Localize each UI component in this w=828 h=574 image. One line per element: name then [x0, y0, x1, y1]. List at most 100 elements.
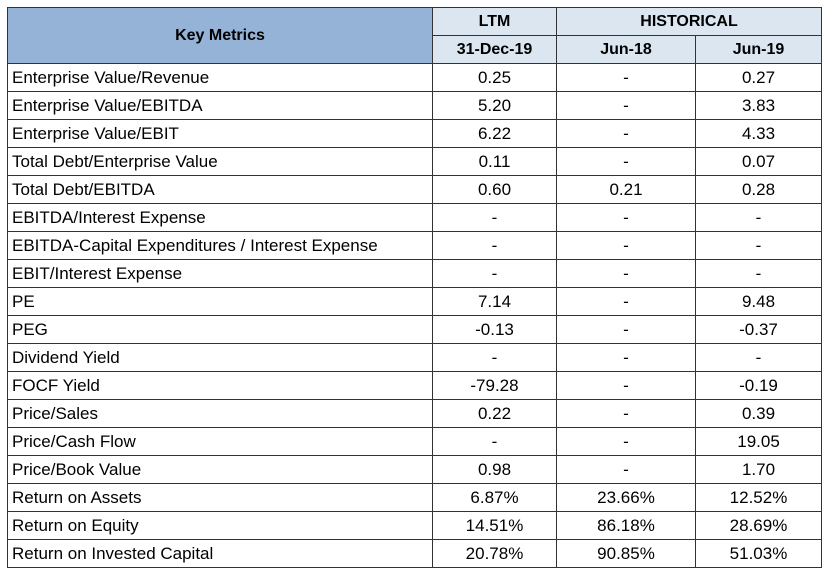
metric-value-jun-18: - [556, 63, 696, 92]
metric-value-ltm: 0.60 [432, 175, 557, 204]
table-row: Enterprise Value/EBIT 6.22-4.33 [7, 119, 823, 148]
ltm-header: LTM [432, 7, 557, 36]
table-row: FOCF Yield -79.28- -0.19 [7, 371, 823, 400]
metric-value-ltm: 14.51% [432, 511, 557, 540]
metric-value-jun-19: 4.33 [694, 119, 823, 148]
table-row: Total Debt/EBITDA 0.60 0.21 0.28 [7, 175, 823, 204]
metric-value-ltm: 6.87% [432, 483, 557, 512]
date-header-jun-19: Jun-19 [694, 35, 823, 64]
metric-value-jun-19: - [694, 259, 823, 288]
metric-label: Total Debt/Enterprise Value [7, 147, 433, 176]
metric-value-jun-18: 0.21 [556, 175, 696, 204]
metric-value-jun-19: - [694, 343, 823, 372]
table-row: EBITDA/Interest Expense - - - [7, 203, 823, 232]
metric-label: PE [7, 287, 433, 316]
metric-value-ltm: 0.11 [432, 147, 557, 176]
table-row: PEG -0.13- -0.37 [7, 315, 823, 344]
table-row: Price/Cash Flow - -19.05 [7, 427, 823, 456]
table-body: Enterprise Value/Revenue 0.25-0.27 Enterpr… [7, 63, 823, 568]
historical-header: HISTORICAL [555, 7, 823, 36]
date-header-jun-18: Jun-18 [556, 35, 696, 64]
metric-label: Return on Equity [7, 511, 433, 540]
metric-label: EBITDA-Capital Expenditures / Interest E… [7, 231, 433, 260]
metric-value-jun-18: - [556, 119, 696, 148]
metric-value-ltm: - [432, 231, 557, 260]
metric-value-jun-19: 0.07 [694, 147, 823, 176]
metric-value-jun-18: 90.85% [556, 539, 696, 568]
metric-value-ltm: 20.78% [432, 539, 557, 568]
metric-value-jun-19: 0.39 [694, 399, 823, 428]
metric-label: FOCF Yield [7, 371, 433, 400]
metric-value-jun-18: - [556, 399, 696, 428]
metric-label: Price/Cash Flow [7, 427, 433, 456]
metric-value-ltm: 0.98 [432, 455, 557, 484]
metric-value-jun-18: - [556, 91, 696, 120]
metric-value-jun-19: - [694, 203, 823, 232]
key-metrics-header: Key Metrics [7, 7, 433, 64]
table-row: Dividend Yield - - - [7, 343, 823, 372]
table-row: Enterprise Value/Revenue 0.25-0.27 [7, 63, 823, 92]
metric-label: Enterprise Value/EBIT [7, 119, 433, 148]
table-row: Price/Book Value 0.98-1.70 [7, 455, 823, 484]
metric-label: Price/Book Value [7, 455, 433, 484]
metric-value-jun-18: - [556, 343, 696, 372]
metric-value-jun-19: 51.03% [694, 539, 823, 568]
metric-value-jun-19: 0.28 [694, 175, 823, 204]
metric-label: Total Debt/EBITDA [7, 175, 433, 204]
metric-value-jun-19: -0.37 [694, 315, 823, 344]
metric-value-jun-19: 9.48 [694, 287, 823, 316]
metric-value-jun-19: 3.83 [694, 91, 823, 120]
metric-label: Enterprise Value/Revenue [7, 63, 433, 92]
metric-value-ltm: - [432, 259, 557, 288]
metric-value-ltm: - [432, 203, 557, 232]
metric-label: Dividend Yield [7, 343, 433, 372]
metric-value-jun-18: - [556, 231, 696, 260]
metric-value-jun-18: 23.66% [556, 483, 696, 512]
metric-label: Enterprise Value/EBITDA [7, 91, 433, 120]
table-row: Return on Assets 6.87% 23.66% 12.52% [7, 483, 823, 512]
metric-label: Return on Assets [7, 483, 433, 512]
metric-value-jun-18: - [556, 203, 696, 232]
metric-label: EBITDA/Interest Expense [7, 203, 433, 232]
table-row: PE 7.14-9.48 [7, 287, 823, 316]
metric-value-jun-18: - [556, 455, 696, 484]
metric-value-jun-18: 86.18% [556, 511, 696, 540]
metric-label: Price/Sales [7, 399, 433, 428]
header-row-groups: Key Metrics LTM HISTORICAL [7, 7, 823, 64]
table-row: Enterprise Value/EBITDA 5.20-3.83 [7, 91, 823, 120]
metric-value-ltm: 5.20 [432, 91, 557, 120]
metric-value-jun-19: 1.70 [694, 455, 823, 484]
metric-value-jun-18: - [556, 371, 696, 400]
metric-value-jun-19: - [694, 231, 823, 260]
key-metrics-table: Key Metrics LTM HISTORICAL 31-Dec-19 Jun… [7, 7, 823, 568]
date-header-ltm: 31-Dec-19 [432, 35, 557, 64]
metric-value-ltm: -0.13 [432, 315, 557, 344]
metric-value-ltm: 6.22 [432, 119, 557, 148]
table-row: EBIT/Interest Expense - - - [7, 259, 823, 288]
metric-value-ltm: 0.25 [432, 63, 557, 92]
header-row-dates: 31-Dec-19 Jun-18 Jun-19 [8, 35, 823, 64]
metric-label: PEG [7, 315, 433, 344]
table-row: Total Debt/Enterprise Value 0.11-0.07 [7, 147, 823, 176]
metric-value-jun-18: - [556, 427, 696, 456]
metric-value-jun-18: - [556, 287, 696, 316]
metric-value-jun-18: - [556, 147, 696, 176]
table-row: Price/Sales 0.22-0.39 [7, 399, 823, 428]
table-row: Return on Equity 14.51% 86.18% 28.69% [7, 511, 823, 540]
metric-label: EBIT/Interest Expense [7, 259, 433, 288]
metric-value-ltm: 0.22 [432, 399, 557, 428]
table-header: Key Metrics LTM HISTORICAL 31-Dec-19 Jun… [7, 7, 823, 64]
metric-value-jun-19: 12.52% [694, 483, 823, 512]
metric-value-ltm: -79.28 [432, 371, 557, 400]
metric-value-jun-19: 0.27 [694, 63, 823, 92]
metric-value-jun-19: 19.05 [694, 427, 823, 456]
metric-value-jun-19: -0.19 [694, 371, 823, 400]
metric-label: Return on Invested Capital [7, 539, 433, 568]
metric-value-ltm: - [432, 427, 557, 456]
metric-value-jun-18: - [556, 315, 696, 344]
metric-value-ltm: 7.14 [432, 287, 557, 316]
metric-value-jun-19: 28.69% [694, 511, 823, 540]
metric-value-jun-18: - [556, 259, 696, 288]
metric-value-ltm: - [432, 343, 557, 372]
table-row: Return on Invested Capital 20.78% 90.85% 51… [7, 539, 823, 568]
